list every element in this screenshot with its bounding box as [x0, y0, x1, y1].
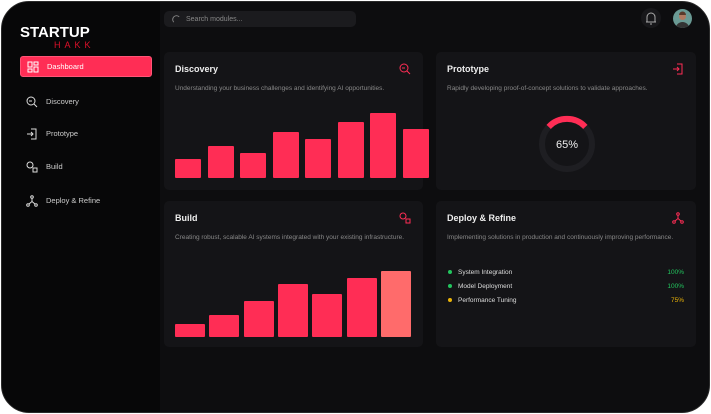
sidebar: STARTUP HAKK Dashboard Discovery Prototyp…	[2, 2, 160, 412]
status-item: Model Deployment 100%	[448, 280, 684, 292]
sidebar-item-prototype[interactable]: Prototype	[20, 123, 152, 144]
network-icon	[26, 194, 38, 207]
card-description: Understanding your business challenges a…	[175, 85, 385, 92]
card-title: Prototype	[447, 64, 490, 74]
status-dot	[448, 284, 452, 288]
login-icon	[673, 63, 683, 75]
progress-arc	[546, 115, 588, 130]
sidebar-item-label: Prototype	[46, 129, 79, 138]
notifications-button[interactable]	[641, 8, 661, 28]
chart-bar	[243, 301, 274, 337]
status-dot	[448, 298, 452, 302]
status-item: System Integration 100%	[448, 266, 684, 278]
chart-bar	[175, 158, 201, 178]
sidebar-item-label: Dashboard	[47, 62, 84, 71]
chart-bar	[305, 139, 331, 178]
status-value: 100%	[667, 268, 684, 276]
discovery-card[interactable]: Discovery Understanding your business ch…	[164, 52, 429, 190]
card-title: Build	[175, 213, 198, 223]
login-icon	[27, 128, 37, 139]
chart-bar	[175, 323, 205, 337]
status-item: Performance Tuning 75%	[448, 294, 684, 306]
sidebar-item-discovery[interactable]: Discovery	[20, 91, 152, 112]
chart-bar	[312, 294, 343, 337]
sidebar-item-deploy-refine[interactable]: Deploy & Refine	[20, 190, 152, 211]
card-description: Rapidly developing proof-of-concept solu…	[447, 85, 648, 92]
status-label: Performance Tuning	[458, 296, 517, 304]
user-avatar[interactable]	[673, 9, 692, 28]
search-placeholder: Search modules...	[186, 15, 243, 23]
card-title: Deploy & Refine	[447, 213, 517, 223]
progress-ring: 65%	[539, 115, 595, 172]
sidebar-item-label: Build	[46, 162, 63, 171]
status-dot	[448, 270, 452, 274]
card-description: Creating robust, scalable AI systems int…	[175, 234, 405, 241]
status-label: Model Deployment	[458, 282, 513, 290]
chart-bar	[380, 271, 411, 337]
network-icon	[672, 212, 684, 224]
chart-bar	[209, 314, 240, 337]
sidebar-item-dashboard[interactable]: Dashboard	[20, 56, 152, 77]
logo: STARTUP HAKK	[20, 24, 95, 50]
search-input[interactable]: Search modules...	[164, 11, 356, 27]
chart-bar	[277, 284, 308, 337]
deploy-refine-card[interactable]: Deploy & Refine Implementing solutions i…	[436, 201, 696, 347]
grid-icon	[27, 61, 39, 72]
chart-bar	[240, 152, 266, 178]
status-value: 75%	[670, 296, 684, 304]
search-icon	[172, 14, 180, 23]
chart-bar	[207, 145, 234, 178]
card-description: Implementing solutions in production and…	[447, 234, 674, 241]
chart-bar	[402, 129, 429, 178]
components-icon	[26, 161, 38, 172]
build-bar-chart	[175, 267, 413, 337]
bell-icon	[646, 12, 656, 25]
sidebar-item-label: Discovery	[46, 97, 79, 106]
prototype-card[interactable]: Prototype Rapidly developing proof-of-co…	[436, 52, 696, 190]
sidebar-item-label: Deploy & Refine	[46, 196, 101, 205]
search-icon	[399, 63, 411, 75]
components-icon	[399, 212, 411, 224]
chart-bar	[346, 278, 377, 337]
chart-bar	[272, 132, 299, 178]
status-label: System Integration	[458, 268, 513, 276]
progress-label: 65%	[556, 139, 578, 151]
status-value: 100%	[667, 282, 684, 290]
search-icon	[26, 96, 38, 107]
build-card[interactable]: Build Creating robust, scalable AI syste…	[164, 201, 423, 347]
user-photo-icon	[676, 11, 689, 28]
chart-bar	[337, 122, 364, 178]
chart-bar	[370, 113, 396, 178]
card-title: Discovery	[175, 64, 219, 74]
discovery-bar-chart	[175, 110, 429, 178]
sidebar-item-build[interactable]: Build	[20, 156, 152, 177]
